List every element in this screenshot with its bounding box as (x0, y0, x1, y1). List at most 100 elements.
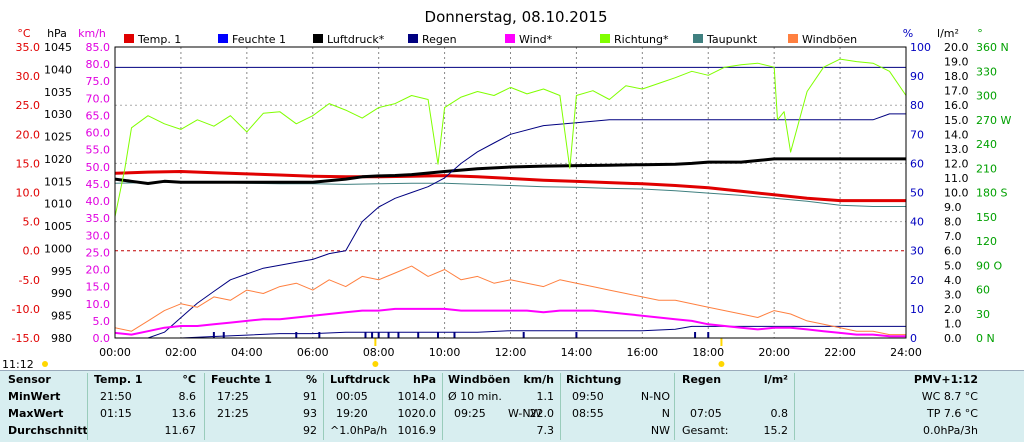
y-tick-label: 10.0 (944, 187, 969, 200)
stats-boeen-min: 1.1 (536, 390, 555, 403)
x-tick-label: 08:00 (363, 346, 395, 359)
y-tick-label: 1045 (44, 41, 72, 54)
legend-label: Richtung* (614, 33, 669, 46)
stats-regen-max: 0.8 (770, 407, 789, 420)
y-tick-label: 40 (910, 216, 924, 229)
legend-label: Regen (422, 33, 457, 46)
legend-label: Luftdruck* (327, 33, 385, 46)
stats-feuchte-max-time: 21:25 (217, 407, 249, 420)
rain-bar (575, 332, 578, 338)
stats-richtung-col: Richtung 09:50 N-NO 08:55 N NW (566, 371, 672, 442)
x-tick-label: 18:00 (692, 346, 724, 359)
y-tick-label: 360 N (976, 41, 1009, 54)
y-tick-label: 20 (910, 274, 924, 287)
rain-bar (295, 332, 298, 338)
y-axis-unit: °C (17, 27, 31, 40)
y-tick-label: 18.0 (944, 70, 969, 83)
series-line (115, 113, 906, 339)
y-tick-label: 65.0 (86, 109, 111, 122)
y-tick-label: 90 (910, 70, 924, 83)
y-axis-unit: l/m² (937, 27, 959, 40)
y-tick-label: 17.0 (944, 85, 969, 98)
y-axis-unit: % (903, 27, 913, 40)
y-tick-label: 2.0 (944, 303, 962, 316)
y-tick-label: 50 (910, 187, 924, 200)
stats-boeen-min-label: Ø 10 min. (448, 390, 502, 403)
stats-boeen-avg: 7.3 (536, 424, 555, 437)
y-tick-label: 1005 (44, 220, 72, 233)
y-tick-label: 120 (976, 235, 997, 248)
y-tick-label: 40.0 (86, 195, 111, 208)
stats-pmv-header: PMV+1:12 (913, 373, 978, 386)
rain-bar (222, 332, 225, 338)
stats-boeen-col: Windböen km/h Ø 10 min. 1.1 09:25 W-NW 22.0 … (448, 371, 558, 442)
y-axis-unit: ° (977, 27, 983, 40)
stats-druck-min-time: 00:05 (336, 390, 368, 403)
rain-bar (522, 332, 525, 338)
y-tick-label: 980 (51, 332, 72, 345)
y-tick-label: 1015 (44, 175, 72, 188)
y-tick-label: 8.0 (944, 216, 962, 229)
stats-regen-total-label: Gesamt: (682, 424, 729, 437)
x-tick-label: 10:00 (429, 346, 461, 359)
y-tick-label: 1010 (44, 198, 72, 211)
stats-regen-max-time: 07:05 (690, 407, 722, 420)
x-tick-label: 00:00 (99, 346, 131, 359)
stats-feuchte-unit: % (305, 373, 317, 386)
stats-sensor-header: Sensor (8, 373, 51, 386)
y-tick-label: 5.0 (93, 315, 111, 328)
y-tick-label: 6.0 (944, 245, 962, 258)
y-tick-label: 5.0 (23, 216, 41, 229)
x-tick-label: 24:00 (890, 346, 922, 359)
stats-druck-min: 1014.0 (397, 390, 437, 403)
stats-temp-min-time: 21:50 (100, 390, 132, 403)
y-tick-label: 4.0 (944, 274, 962, 287)
x-tick-label: 02:00 (165, 346, 197, 359)
y-tick-label: 30.0 (86, 229, 111, 242)
y-tick-label: 30 (976, 308, 990, 321)
stats-pmv-wc: WC 8.7 °C (921, 390, 978, 403)
stats-regen-col: Regen l/m² 07:05 0.8 Gesamt: 15.2 (682, 371, 790, 442)
rain-bar (387, 332, 390, 338)
y-tick-label: 0.0 (944, 332, 962, 345)
y-tick-label: 75.0 (86, 75, 111, 88)
y-tick-label: 985 (51, 310, 72, 323)
y-axis-unit: hPa (47, 27, 67, 40)
legend-swatch (600, 34, 610, 43)
series-line (115, 325, 906, 339)
series-line (114, 157, 906, 185)
y-tick-label: 9.0 (944, 201, 962, 214)
y-tick-label: 1030 (44, 108, 72, 121)
sun-icon (372, 361, 379, 367)
y-tick-label: 330 (976, 65, 997, 78)
y-tick-label: 80 (910, 99, 924, 112)
y-tick-label: 25.0 (16, 99, 41, 112)
legend-label: Feuchte 1 (232, 33, 286, 46)
series-line (114, 265, 906, 336)
stats-richtung-header: Richtung (566, 373, 622, 386)
x-tick-label: 06:00 (297, 346, 329, 359)
legend-swatch (124, 34, 134, 43)
x-tick-label: 12:00 (495, 346, 527, 359)
stats-feuchte-max: 93 (303, 407, 317, 420)
y-tick-label: 995 (51, 265, 72, 278)
y-tick-label: 270 W (976, 114, 1011, 127)
sun-icon (42, 361, 48, 367)
y-tick-label: 35.0 (16, 41, 41, 54)
stats-druck-max: 1020.0 (397, 407, 437, 420)
y-tick-label: 150 (976, 211, 997, 224)
x-tick-label: 04:00 (231, 346, 263, 359)
y-tick-label: 0 (910, 332, 917, 345)
series-line (114, 170, 906, 203)
stats-boeen-header: Windböen (448, 373, 511, 386)
y-tick-label: 15.0 (16, 157, 41, 170)
stats-temp-col: Temp. 1 °C 21:50 8.6 01:15 13.6 11.67 (94, 371, 202, 442)
weather-chart: Donnerstag, 08.10.2015 Temp. 1 Feuchte 1 L… (12, 8, 1011, 367)
legend-label: Temp. 1 (137, 33, 181, 46)
y-tick-label: 30 (910, 245, 924, 258)
rain-bar (318, 332, 321, 338)
stats-pmv-tp: TP 7.6 °C (926, 407, 978, 420)
rain-bar (364, 332, 367, 338)
stats-temp-max: 13.6 (171, 407, 197, 420)
x-tick-label: 16:00 (626, 346, 658, 359)
